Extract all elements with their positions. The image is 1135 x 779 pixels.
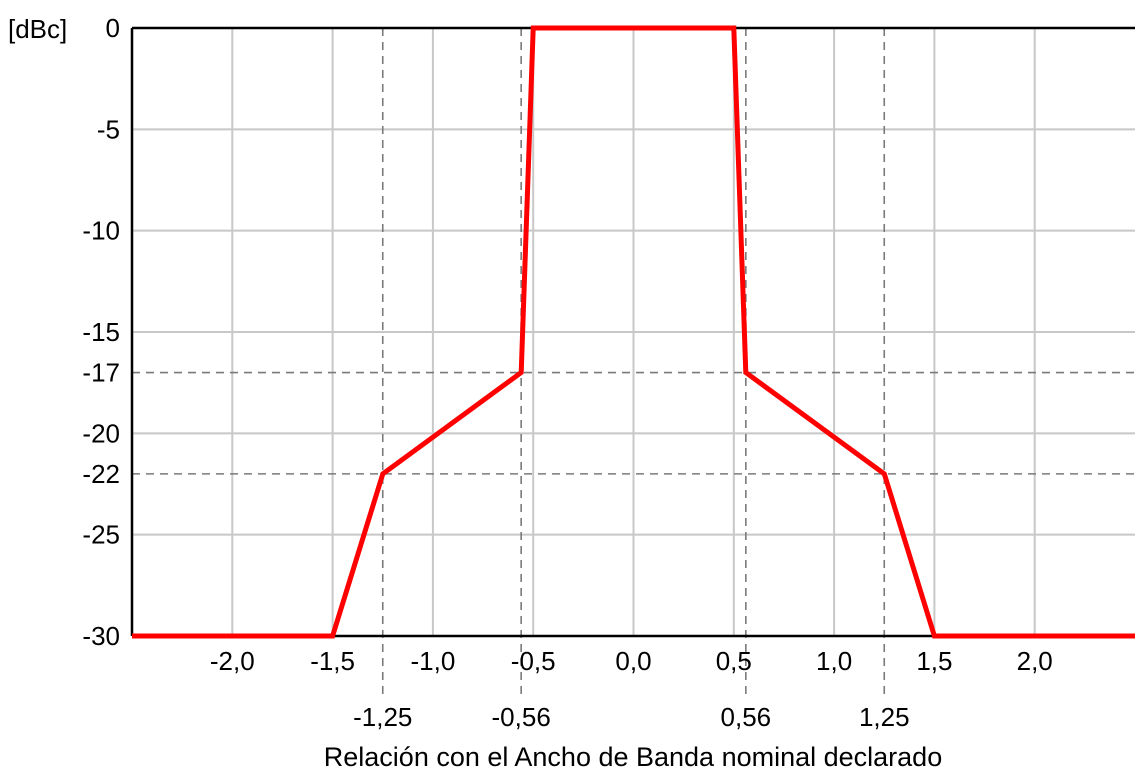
y-tick-label: -20 <box>82 418 120 448</box>
series-layer <box>132 25 1135 639</box>
x-tick-label: 1,0 <box>816 646 852 676</box>
y-axis-label: [dBc] <box>8 14 67 44</box>
x-tick-label: 0,0 <box>615 646 651 676</box>
x-tick-label: -0,5 <box>511 646 556 676</box>
x-marked-tick-label: -1,25 <box>353 702 412 732</box>
x-tick-label: -1,0 <box>410 646 455 676</box>
x-axis-label: Relación con el Ancho de Banda nominal d… <box>324 742 942 772</box>
y-tick-label: -22 <box>82 459 120 489</box>
x-tick-label: -1,5 <box>310 646 355 676</box>
x-marked-tick-label: 1,25 <box>859 702 910 732</box>
y-tick-label: -17 <box>82 358 120 388</box>
x-tick-label: 2,0 <box>1017 646 1053 676</box>
y-tick-label: 0 <box>106 13 120 43</box>
x-tick-label: 1,5 <box>916 646 952 676</box>
y-tick-label: -5 <box>97 114 120 144</box>
label-layer: [dBc] Relación con el Ancho de Banda nom… <box>8 13 1053 772</box>
spectrum-mask-line <box>132 25 1135 639</box>
x-tick-label: 0,5 <box>716 646 752 676</box>
y-tick-label: -15 <box>82 317 120 347</box>
x-marked-tick-label: -0,56 <box>492 702 551 732</box>
grid-layer <box>132 27 1135 700</box>
x-tick-label: -2,0 <box>210 646 255 676</box>
y-tick-label: -30 <box>82 621 120 651</box>
y-tick-label: -25 <box>82 520 120 550</box>
y-tick-label: -10 <box>82 216 120 246</box>
x-marked-tick-label: 0,56 <box>721 702 772 732</box>
